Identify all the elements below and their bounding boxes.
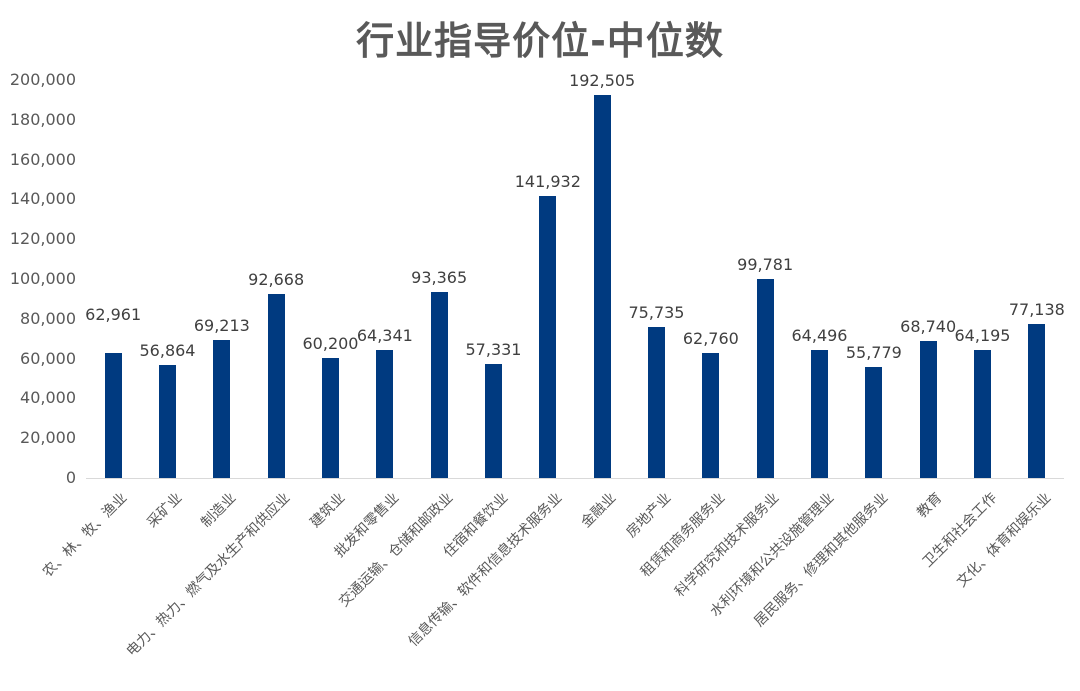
data-label: 64,341 (356, 325, 413, 345)
y-axis-tick-label: 80,000 (20, 308, 76, 328)
data-label: 62,760 (682, 329, 739, 349)
bar (593, 94, 611, 478)
bar (648, 327, 665, 478)
x-axis-category-label: 教育 (914, 490, 946, 522)
bar (430, 292, 448, 478)
data-label: 75,735 (628, 303, 685, 323)
bar (213, 340, 231, 478)
y-axis-tick-label: 40,000 (20, 388, 76, 408)
data-label: 60,200 (302, 334, 359, 354)
bar (811, 349, 828, 478)
data-label: 69,213 (193, 316, 250, 336)
bar (485, 363, 502, 478)
bar (104, 352, 122, 478)
y-axis-tick-label: 160,000 (9, 149, 76, 169)
data-label: 192,505 (569, 70, 636, 90)
y-axis-tick-label: 0 (65, 468, 76, 487)
y-axis-tick-label: 120,000 (9, 229, 76, 249)
data-label: 64,496 (791, 325, 848, 345)
data-label: 57,331 (465, 339, 522, 359)
x-axis-category-label: 制造业 (198, 490, 240, 532)
data-label: 62,961 (85, 304, 142, 324)
y-axis-tick-label: 20,000 (20, 428, 76, 448)
bar (702, 353, 720, 478)
y-axis-tick-label: 140,000 (9, 189, 76, 209)
x-axis-category-label: 农、林、牧、渔业 (39, 490, 131, 581)
y-axis-tick-label: 180,000 (9, 109, 76, 129)
x-axis-category-label: 房地产业 (622, 490, 674, 541)
data-label: 55,779 (845, 342, 902, 362)
bar (539, 195, 557, 478)
data-label: 93,365 (411, 268, 468, 288)
x-axis-category-label: 交通运输、仓储和邮政业 (336, 490, 457, 611)
data-label: 99,781 (737, 255, 794, 275)
y-axis-tick-label: 60,000 (20, 348, 76, 368)
y-axis-tick-label: 100,000 (9, 269, 76, 288)
data-label: 77,138 (1008, 300, 1065, 320)
x-axis-category-label: 建筑业 (306, 490, 348, 532)
data-label: 141,932 (514, 171, 581, 191)
x-axis-category-label: 文化、体育和娱乐业 (953, 490, 1055, 591)
data-label: 92,668 (248, 269, 305, 289)
data-label: 56,864 (139, 340, 196, 360)
bar (322, 358, 339, 478)
x-axis-category-label: 金融业 (578, 490, 620, 532)
y-axis-tick-label: 200,000 (9, 70, 76, 89)
x-axis-line (86, 478, 1064, 479)
bar (974, 350, 991, 478)
bar (865, 366, 883, 478)
x-axis-category-label: 采矿业 (143, 490, 185, 532)
data-label: 64,195 (954, 326, 1011, 346)
bar (267, 293, 285, 478)
bar (376, 349, 394, 478)
x-axis-category-label: 科学研究和技术服务业 (672, 490, 783, 601)
bar (756, 279, 774, 478)
chart-title: 行业指导价位-中位数 (356, 19, 724, 63)
bar (919, 341, 937, 478)
bar (1028, 324, 1046, 478)
data-label: 68,740 (900, 317, 957, 337)
bar (159, 364, 176, 478)
